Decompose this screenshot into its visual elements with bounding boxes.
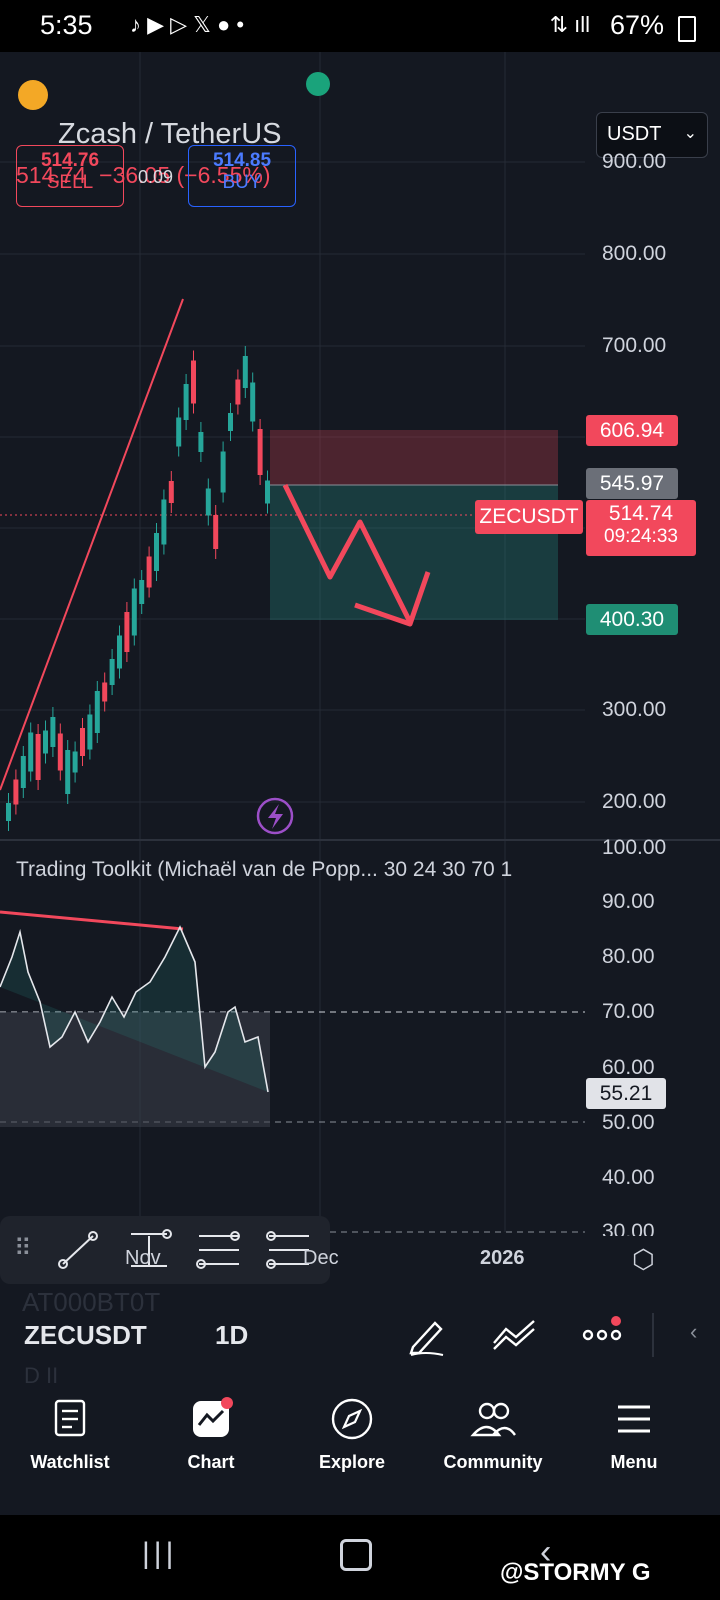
fib-tool-icon[interactable]: [195, 1226, 243, 1274]
more-options-icon[interactable]: [580, 1313, 628, 1357]
currency-select-value: USDT: [607, 123, 662, 145]
nav-item-watchlist[interactable]: Watchlist: [0, 1397, 140, 1473]
symbol-toolbar: AT000BT0T ZECUSDT 1D D II ‹: [0, 1285, 720, 1388]
toolbar-symbol[interactable]: ZECUSDT: [24, 1320, 147, 1350]
nav-label: Watchlist: [30, 1452, 110, 1472]
price-chart-svg: [0, 52, 720, 1233]
buy-label: BUY: [222, 172, 262, 193]
measure-tool-icon[interactable]: [125, 1226, 173, 1274]
sell-button[interactable]: 514.76 SELL: [16, 145, 124, 207]
spread-value: 0.09: [138, 167, 174, 187]
drawing-toolbar: ⠿: [0, 1216, 330, 1284]
last-price-tag: 514.74 09:24:33: [586, 500, 696, 556]
settings-icon[interactable]: ⬡: [632, 1244, 655, 1274]
system-navigation: ||| ‹ @STORMY G: [0, 1515, 720, 1600]
list-icon: [54, 1399, 86, 1437]
nav-item-chart[interactable]: Chart: [141, 1397, 281, 1473]
sell-label: SELL: [46, 172, 94, 193]
buy-price: 514.85: [212, 150, 272, 171]
indicator-axis-label: 70.00: [602, 1000, 655, 1023]
nav-label: Chart: [187, 1452, 235, 1472]
home-icon[interactable]: [340, 1539, 372, 1571]
entry-price-tag: 545.97: [586, 468, 678, 499]
time-axis-label: 2026: [480, 1247, 525, 1269]
recent-apps-icon[interactable]: |||: [142, 1537, 178, 1570]
price-axis-label: 300.00: [602, 698, 667, 721]
price-axis-label: 200.00: [602, 790, 667, 813]
indicators-icon[interactable]: [490, 1313, 538, 1357]
price-axis-label: 800.00: [602, 242, 667, 265]
stop-price-tag: 606.94: [586, 415, 678, 446]
interval-button[interactable]: 1D: [215, 1320, 249, 1350]
sell-price: 514.76: [40, 150, 100, 171]
chevron-left-icon[interactable]: ‹: [690, 1319, 698, 1344]
symbol-title[interactable]: Zcash / TetherUS: [58, 118, 282, 150]
currency-select[interactable]: USDT ⌄: [596, 112, 708, 158]
compass-icon: [331, 1398, 373, 1440]
chart-icon: [193, 1397, 233, 1437]
last-price: 514.74: [608, 502, 674, 525]
indicator-label[interactable]: Trading Toolkit (Michaël van de Popp... …: [16, 858, 513, 881]
indicator-divergence-line: [0, 910, 184, 931]
indicator-value-tag: 55.21: [586, 1078, 666, 1109]
pitchfork-tool-icon[interactable]: [265, 1226, 313, 1274]
price-axis-label: 700.00: [602, 334, 667, 357]
status-bar: 5:35 ♪ ▶ ▷ 𝕏 ● • ⇅ ıll 67%: [0, 0, 720, 52]
header-change-value: −36.05 (−6.55%): [99, 162, 271, 188]
nav-label: Community: [443, 1452, 543, 1472]
stop-zone: [270, 430, 558, 485]
nav-item-menu[interactable]: Menu: [564, 1397, 704, 1473]
people-icon: [470, 1402, 516, 1437]
indicator-axis-label: 30.00: [602, 1220, 655, 1236]
nav-item-community[interactable]: Community: [423, 1397, 563, 1473]
arrow-head: [354, 571, 431, 627]
symbol-tag: ZECUSDT: [475, 500, 583, 534]
bottom-navigation: Watchlist Chart Explore Community Menu: [0, 1385, 720, 1515]
battery-level: 67%: [609, 10, 664, 40]
status-time: 5:35: [40, 10, 93, 40]
nav-label: Explore: [318, 1452, 386, 1472]
trend-line: [0, 298, 184, 791]
candles: [6, 346, 270, 831]
indicator-axis-label: 40.00: [602, 1166, 655, 1189]
buy-button[interactable]: 514.85 BUY: [188, 145, 296, 207]
market-open-icon: [306, 72, 330, 96]
indicator-axis-label: 50.00: [602, 1111, 655, 1134]
chevron-down-icon: ⌄: [683, 125, 697, 142]
watermark: @STORMY G: [500, 1559, 651, 1586]
back-icon[interactable]: ‹: [540, 1533, 552, 1571]
candle-countdown: 09:24:33: [604, 526, 678, 547]
indicator-axis-label: 100.00: [602, 836, 667, 859]
indicator-axis-label: 60.00: [602, 1056, 655, 1079]
drag-handle-icon[interactable]: ⠿: [14, 1235, 32, 1262]
price-axis-label: 900.00: [602, 150, 667, 173]
ghost-text: AT000BT0T: [22, 1287, 161, 1317]
battery-icon: [678, 16, 696, 42]
indicator-line: [0, 925, 269, 1093]
nav-item-explore[interactable]: Explore: [282, 1397, 422, 1473]
toolbar-divider: [652, 1313, 654, 1357]
target-price-tag: 400.30: [586, 604, 678, 635]
price-change: 514.74 −36.05 (−6.55%): [16, 162, 270, 189]
notification-icons: ♪ ▶ ▷ 𝕏 ● •: [130, 12, 245, 37]
arrow-path: [282, 483, 413, 624]
trend-line-tool-icon[interactable]: [55, 1228, 103, 1272]
hamburger-icon: [618, 1405, 650, 1433]
zec-coin-icon: [18, 80, 48, 110]
time-axis-label: Nov: [125, 1247, 161, 1269]
indicator-axis-label: 90.00: [602, 890, 655, 913]
time-axis-label: Dec: [303, 1247, 339, 1269]
indicator-axis-label: 80.00: [602, 945, 655, 968]
header-price: 514.74: [16, 162, 87, 188]
ghost-text: D II: [24, 1363, 59, 1388]
nav-label: Menu: [610, 1452, 658, 1472]
chart-area[interactable]: Zcash / TetherUS 514.74 −36.05 (−6.55%) …: [0, 52, 720, 1312]
signal-icon: ⇅ ıll: [549, 12, 590, 37]
pencil-icon[interactable]: [405, 1313, 449, 1357]
